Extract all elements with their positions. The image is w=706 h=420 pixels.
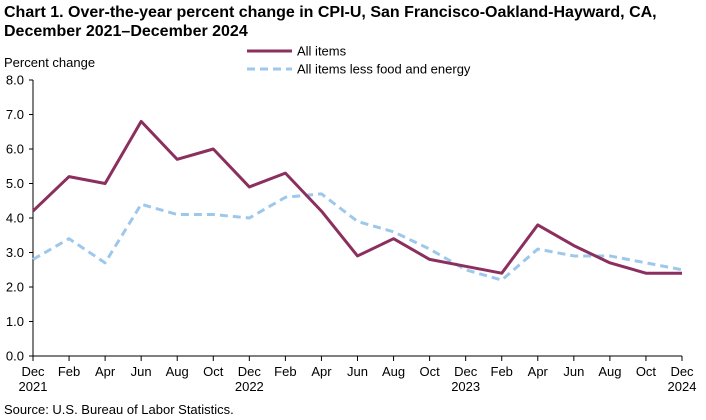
x-tick-year-label: 2021 [19,379,48,394]
y-tick-label: 0.0 [6,349,24,364]
x-tick-label: Dec [21,364,45,379]
y-tick-label: 2.0 [6,280,24,295]
x-tick-label: Jun [347,364,368,379]
x-tick-year-label: 2023 [451,379,480,394]
x-tick-label: Feb [274,364,296,379]
x-tick-label: Jun [131,364,152,379]
chart-title: Chart 1. Over-the-year percent change in… [4,3,704,41]
series-layer [31,119,683,282]
legend-label: All items [297,44,347,59]
y-tick-label: 8.0 [6,73,24,88]
y-axis-label: Percent change [4,55,95,70]
x-tick-label: Dec [670,364,694,379]
series-line-core [32,192,683,282]
y-tick-label: 7.0 [6,107,24,122]
y-tick-label: 3.0 [6,245,24,260]
series-line-all-items [31,119,682,275]
chart-title-line-1: Chart 1. Over-the-year percent change in… [4,4,657,21]
x-tick-label: Dec [238,364,262,379]
x-tick-label: Aug [598,364,621,379]
x-tick-label: Aug [166,364,189,379]
x-tick-year-label: 2024 [668,379,697,394]
x-tick-year-label: 2022 [235,379,264,394]
x-tick-label: Feb [491,364,513,379]
y-tick-label: 5.0 [6,176,24,191]
x-tick-label: Oct [203,364,224,379]
x-tick-label: Feb [58,364,80,379]
x-tick-label: Oct [636,364,657,379]
x-tick-label: Apr [528,364,549,379]
x-tick-label: Apr [311,364,332,379]
x-tick-label: Dec [454,364,478,379]
x-tick-label: Aug [382,364,405,379]
y-tick-label: 4.0 [6,211,24,226]
source-note: Source: U.S. Bureau of Labor Statistics. [4,402,234,417]
x-tick-label: Oct [419,364,440,379]
legend: All items All items less food and energy [247,44,471,77]
legend-label: All items less food and energy [297,62,471,77]
y-tick-label: 1.0 [6,314,24,329]
x-tick-label: Jun [563,364,584,379]
y-tick-label: 6.0 [6,142,24,157]
chart-title-line-2: December 2021–December 2024 [4,23,248,40]
x-tick-label: Apr [95,364,116,379]
